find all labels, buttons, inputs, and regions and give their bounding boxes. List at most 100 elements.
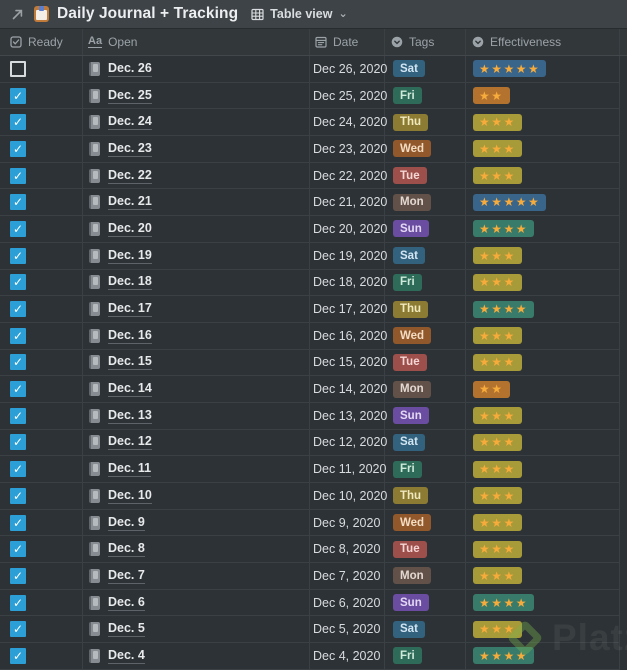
date-value[interactable]: Dec 26, 2020 xyxy=(313,61,388,76)
date-value[interactable]: Dec 16, 2020 xyxy=(313,328,388,343)
date-value[interactable]: Dec 6, 2020 xyxy=(313,595,381,610)
date-value[interactable]: Dec 21, 2020 xyxy=(313,195,388,210)
page-title-link[interactable]: Dec. 23 xyxy=(108,140,152,157)
date-value[interactable]: Dec 17, 2020 xyxy=(313,302,388,317)
rating-pill[interactable]: ★★★ xyxy=(473,487,522,505)
page-title-link[interactable]: Dec. 8 xyxy=(108,541,145,558)
ready-checkbox[interactable] xyxy=(10,647,26,664)
rating-pill[interactable]: ★★★ xyxy=(473,140,522,158)
rating-pill[interactable]: ★★★ xyxy=(473,247,522,265)
tag-pill[interactable]: Sun xyxy=(393,220,429,238)
date-value[interactable]: Dec 12, 2020 xyxy=(313,435,388,450)
page-title-link[interactable]: Dec. 20 xyxy=(108,220,152,237)
rating-pill[interactable]: ★★★ xyxy=(473,327,522,345)
date-value[interactable]: Dec 10, 2020 xyxy=(313,488,388,503)
ready-checkbox[interactable] xyxy=(10,301,26,318)
date-value[interactable]: Dec 23, 2020 xyxy=(313,141,388,156)
rating-pill[interactable]: ★★★ xyxy=(473,460,522,478)
ready-checkbox[interactable] xyxy=(10,461,26,478)
tag-pill[interactable]: Tue xyxy=(393,167,427,185)
date-value[interactable]: Dec 5, 2020 xyxy=(313,622,381,637)
ready-checkbox[interactable] xyxy=(10,621,26,638)
rating-pill[interactable]: ★★★ xyxy=(473,433,522,451)
date-value[interactable]: Dec 11, 2020 xyxy=(313,462,387,477)
date-value[interactable]: Dec 25, 2020 xyxy=(313,88,388,103)
ready-checkbox[interactable] xyxy=(10,514,26,531)
rating-pill[interactable]: ★★★ xyxy=(473,540,522,558)
rating-pill[interactable]: ★★★ xyxy=(473,273,522,291)
tag-pill[interactable]: Sun xyxy=(393,407,429,425)
tag-pill[interactable]: Mon xyxy=(393,567,431,585)
ready-checkbox[interactable] xyxy=(10,274,26,291)
rating-pill[interactable]: ★★★★ xyxy=(473,300,535,318)
ready-checkbox[interactable] xyxy=(10,247,26,264)
column-header-effectiveness[interactable]: Effectiveness xyxy=(466,29,620,55)
tag-pill[interactable]: Thu xyxy=(393,487,429,505)
tag-pill[interactable]: Mon xyxy=(393,380,431,398)
tag-pill[interactable]: Sat xyxy=(393,60,425,78)
date-value[interactable]: Dec 4, 2020 xyxy=(313,648,381,663)
rating-pill[interactable]: ★★★ xyxy=(473,113,522,131)
page-title-link[interactable]: Dec. 5 xyxy=(108,621,145,638)
date-value[interactable]: Dec 24, 2020 xyxy=(313,115,388,130)
ready-checkbox[interactable] xyxy=(10,140,26,157)
column-header-tags[interactable]: Tags xyxy=(385,29,466,55)
rating-pill[interactable]: ★★★ xyxy=(473,514,522,532)
tag-pill[interactable]: Tue xyxy=(393,353,427,371)
ready-checkbox[interactable] xyxy=(10,327,26,344)
tag-pill[interactable]: Wed xyxy=(393,140,432,158)
rating-pill[interactable]: ★★★★ xyxy=(473,647,535,665)
ready-checkbox[interactable] xyxy=(10,194,26,211)
page-title-link[interactable]: Dec. 13 xyxy=(108,407,152,424)
ready-checkbox[interactable] xyxy=(10,354,26,371)
page-title-link[interactable]: Dec. 14 xyxy=(108,381,152,398)
page-title-link[interactable]: Dec. 24 xyxy=(108,114,152,131)
rating-pill[interactable]: ★★★★★ xyxy=(473,193,547,211)
rating-pill[interactable]: ★★★★★ xyxy=(473,60,547,78)
page-title-link[interactable]: Dec. 26 xyxy=(108,60,152,77)
ready-checkbox[interactable] xyxy=(10,220,26,237)
tag-pill[interactable]: Sat xyxy=(393,620,425,638)
page-title-link[interactable]: Dec. 18 xyxy=(108,274,152,291)
page-title-link[interactable]: Dec. 12 xyxy=(108,434,152,451)
page-title-link[interactable]: Dec. 4 xyxy=(108,647,145,664)
page-title-link[interactable]: Dec. 19 xyxy=(108,247,152,264)
rating-pill[interactable]: ★★★ xyxy=(473,407,522,425)
tag-pill[interactable]: Fri xyxy=(393,87,422,105)
tag-pill[interactable]: Fri xyxy=(393,273,422,291)
page-title-link[interactable]: Dec. 25 xyxy=(108,87,152,104)
page-title-link[interactable]: Dec. 16 xyxy=(108,327,152,344)
page-title-link[interactable]: Dec. 11 xyxy=(108,461,152,478)
date-value[interactable]: Dec 20, 2020 xyxy=(313,221,388,236)
tag-pill[interactable]: Wed xyxy=(393,514,432,532)
ready-checkbox[interactable] xyxy=(10,381,26,398)
view-switcher-button[interactable]: Table view ⌄ xyxy=(251,7,348,21)
rating-pill[interactable]: ★★★ xyxy=(473,567,522,585)
page-title-link[interactable]: Dec. 17 xyxy=(108,301,152,318)
date-value[interactable]: Dec 14, 2020 xyxy=(313,382,388,397)
page-title-link[interactable]: Dec. 15 xyxy=(108,354,152,371)
date-value[interactable]: Dec 22, 2020 xyxy=(313,168,388,183)
column-header-date[interactable]: Date xyxy=(310,29,385,55)
rating-pill[interactable]: ★★★ xyxy=(473,353,522,371)
date-value[interactable]: Dec 8, 2020 xyxy=(313,542,381,557)
date-value[interactable]: Dec 19, 2020 xyxy=(313,248,388,263)
tag-pill[interactable]: Fri xyxy=(393,647,422,665)
page-title-link[interactable]: Dec. 7 xyxy=(108,567,145,584)
column-header-ready[interactable]: Ready xyxy=(0,29,83,55)
rating-pill[interactable]: ★★ xyxy=(473,87,510,105)
tag-pill[interactable]: Thu xyxy=(393,300,429,318)
date-value[interactable]: Dec 9, 2020 xyxy=(313,515,381,530)
expand-page-button[interactable] xyxy=(9,6,25,22)
date-value[interactable]: Dec 7, 2020 xyxy=(313,568,381,583)
rating-pill[interactable]: ★★★★ xyxy=(473,594,535,612)
rating-pill[interactable]: ★★★ xyxy=(473,620,522,638)
ready-checkbox[interactable] xyxy=(10,567,26,584)
page-title-link[interactable]: Dec. 9 xyxy=(108,514,145,531)
ready-checkbox[interactable] xyxy=(10,407,26,424)
tag-pill[interactable]: Thu xyxy=(393,113,429,131)
page-title-link[interactable]: Dec. 6 xyxy=(108,594,145,611)
rating-pill[interactable]: ★★ xyxy=(473,380,510,398)
date-value[interactable]: Dec 15, 2020 xyxy=(313,355,388,370)
ready-checkbox[interactable] xyxy=(10,167,26,184)
